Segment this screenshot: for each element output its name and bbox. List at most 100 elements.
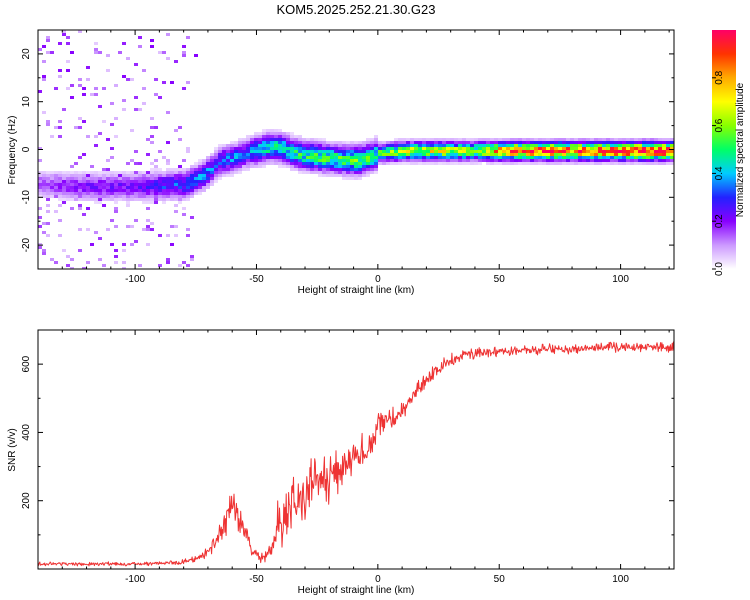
spectrogram-cell [106,69,110,72]
spectrogram-cell [606,150,610,153]
spectrogram-cell [230,174,234,177]
spectrogram-cell [474,156,478,159]
spectrogram-cell [442,150,446,153]
spectrogram-cell [538,150,542,153]
spectrogram-cell [50,189,54,192]
spectrogram-cell [326,150,330,153]
spectrogram-cell [182,174,186,177]
spectrogram-cell [630,144,634,147]
spectrogram-cell [242,162,246,165]
spectrogram-cell [598,147,602,150]
spectrogram-cell [38,90,42,93]
spectrogram-cell [362,162,366,165]
spectrogram-cell [306,144,310,147]
spectrogram-cell [346,147,350,150]
spectrogram-cell [154,186,158,189]
spectrogram-cell [210,177,214,180]
spectrogram-cell [42,183,46,186]
spectrogram-cell [122,183,126,186]
spectrogram-cell [514,138,518,141]
spectrogram-cell [158,264,162,267]
spectrogram-cell [450,153,454,156]
spectrogram-cell [546,144,550,147]
spectrogram-cell [470,147,474,150]
spectrogram-cell [310,138,314,141]
spectrogram-cell [358,165,362,168]
spectrogram-cell [542,150,546,153]
spectrogram-cell [370,147,374,150]
spectrogram-cell [210,183,214,186]
spectrogram-cell [414,147,418,150]
spectrogram-cell [190,258,194,261]
spectrogram-cell [614,150,618,153]
spectrogram-cell [470,150,474,153]
spectrogram-cell [90,93,94,96]
spectrogram-cell [562,156,566,159]
spectrogram-cell [38,180,42,183]
spectrogram-cell [298,138,302,141]
spectrogram-cell [162,81,166,84]
spectrogram-cell [138,195,142,198]
spectrogram-cell [578,147,582,150]
spectrogram-cell [206,165,210,168]
spectrogram-cell [318,144,322,147]
spectrogram-cell [394,162,398,165]
spectrogram-cell [338,141,342,144]
spectrogram-cell [130,192,134,195]
spectrogram-cell [654,162,658,165]
spectrogram-cell [166,192,170,195]
spectrogram-cell [78,207,82,210]
spectrogram-cell [130,198,134,201]
spectrogram-cell [346,168,350,171]
spectrogram-cell [330,144,334,147]
spectrogram-cell [218,162,222,165]
spectrogram-cell [322,156,326,159]
spectrogram-cell [302,156,306,159]
spectrogram-cell [66,171,70,174]
spectrogram-cell [54,261,58,264]
spectrogram-cell [506,162,510,165]
spectrogram-cell [374,171,378,174]
spectrogram-cell [658,156,662,159]
spectrogram-cell [326,147,330,150]
spectrogram-cell [582,150,586,153]
spectrogram-cell [226,150,230,153]
spectrogram-cell [66,177,70,180]
spectrogram-cell [62,189,66,192]
figure-title: KOM5.2025.252.21.30.G23 [276,2,435,17]
spectrogram-cell [498,162,502,165]
spectrogram-cell [326,156,330,159]
spectrogram-cell [458,153,462,156]
spectrogram-cell [350,159,354,162]
spectrogram-cell [178,138,182,141]
spectrogram-cell [122,192,126,195]
spectrogram-cell [110,177,114,180]
spectrogram-cell [426,150,430,153]
spectrogram-cell [98,192,102,195]
spectrogram-cell [162,189,166,192]
spectrogram-cell [170,243,174,246]
spectrogram-cell [242,165,246,168]
spectrogram-cell [222,165,226,168]
spectrogram-cell [370,141,374,144]
spectrogram-cell [578,162,582,165]
spectrogram-cell [278,135,282,138]
spectrogram-cell [554,138,558,141]
spectrogram-cell [70,195,74,198]
spectrogram-cell [114,207,118,210]
spectrogram-cell [46,177,50,180]
spectrogram-cell [122,261,126,264]
spectrogram-cell [422,153,426,156]
spectrogram-cell [518,141,522,144]
spectrogram-cell [346,153,350,156]
spectrogram-cell [366,138,370,141]
spectrogram-cell [390,162,394,165]
spectrogram-cell [74,177,78,180]
spectrogram-cell [238,168,242,171]
spectrogram-cell [386,147,390,150]
spectrogram-cell [102,177,106,180]
spectrogram-cell [138,198,142,201]
spectrogram-cell [518,150,522,153]
spectrogram-cell [134,192,138,195]
spectrogram-cell [182,261,186,264]
